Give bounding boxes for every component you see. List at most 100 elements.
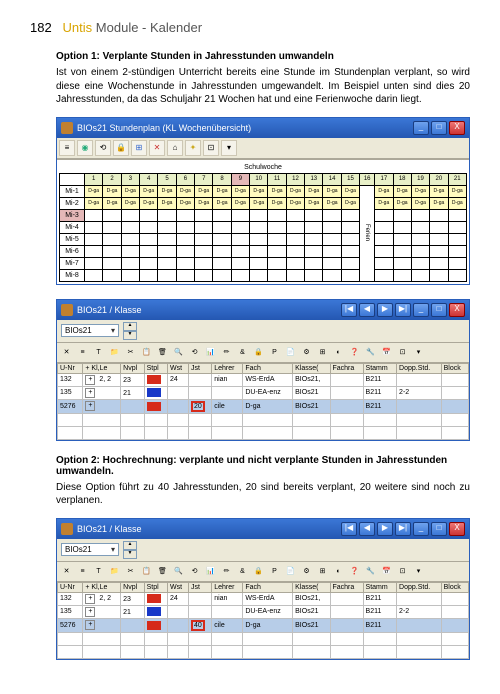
empty-cell: [363, 632, 397, 645]
toolbar-icon[interactable]: ⟲: [95, 140, 111, 156]
column-header: Fachra: [330, 363, 363, 373]
nav-prev-button[interactable]: ◀: [359, 522, 375, 536]
nav-first-button[interactable]: |◀: [341, 303, 357, 317]
toolbar-icon[interactable]: ⚙: [299, 564, 314, 579]
toolbar-icon[interactable]: 🗑: [155, 564, 170, 579]
close-button[interactable]: X: [449, 522, 465, 536]
empty-cell: [140, 221, 158, 233]
toolbar-icon[interactable]: ✕: [59, 564, 74, 579]
column-header: Wst: [168, 363, 189, 373]
toolbar-icon[interactable]: ◐: [331, 564, 346, 579]
toolbar-dropdown[interactable]: ▾: [411, 345, 426, 360]
toolbar-icon[interactable]: 📄: [283, 564, 298, 579]
toolbar-icon[interactable]: 📄: [283, 345, 298, 360]
toolbar-icon[interactable]: 🔒: [251, 345, 266, 360]
cell-lehrer: [212, 386, 243, 399]
close-button[interactable]: X: [449, 121, 465, 135]
spinner[interactable]: ▲▼: [123, 541, 137, 559]
nav-next-button[interactable]: ▶: [377, 522, 393, 536]
toolbar-icon[interactable]: 📅: [379, 564, 394, 579]
toolbar-icon[interactable]: ✦: [185, 140, 201, 156]
maximize-button[interactable]: □: [431, 121, 447, 135]
expand-icon[interactable]: +: [85, 401, 95, 411]
minimize-button[interactable]: _: [413, 303, 429, 317]
toolbar-icon[interactable]: 📁: [107, 564, 122, 579]
toolbar-icon[interactable]: ≡: [59, 140, 75, 156]
toolbar-icon[interactable]: ⊡: [395, 345, 410, 360]
empty-cell: [341, 257, 359, 269]
expand-icon[interactable]: +: [85, 375, 95, 385]
toolbar-icon[interactable]: ⟲: [187, 564, 202, 579]
toolbar-icon[interactable]: ⊞: [131, 140, 147, 156]
expand-icon[interactable]: +: [85, 620, 95, 630]
toolbar-icon[interactable]: 🔧: [363, 564, 378, 579]
nav-next-button[interactable]: ▶: [377, 303, 393, 317]
toolbar-icon[interactable]: ⌂: [167, 140, 183, 156]
toolbar-icon[interactable]: 📊: [203, 345, 218, 360]
toolbar-icon[interactable]: ✂: [123, 345, 138, 360]
toolbar-icon[interactable]: 📁: [107, 345, 122, 360]
empty-cell: [212, 426, 243, 439]
close-button[interactable]: X: [449, 303, 465, 317]
nav-last-button[interactable]: ▶|: [395, 303, 411, 317]
nav-last-button[interactable]: ▶|: [395, 522, 411, 536]
toolbar-icon[interactable]: ✏: [219, 564, 234, 579]
toolbar-icon[interactable]: ◐: [331, 345, 346, 360]
toolbar-icon[interactable]: P: [267, 564, 282, 579]
toolbar-icon[interactable]: ⊡: [203, 140, 219, 156]
toolbar-icon[interactable]: T: [91, 345, 106, 360]
expand-icon[interactable]: +: [85, 594, 95, 604]
empty-cell: [176, 257, 194, 269]
toolbar-icon[interactable]: 🔒: [251, 564, 266, 579]
toolbar-icon[interactable]: ≡: [75, 564, 90, 579]
nav-first-button[interactable]: |◀: [341, 522, 357, 536]
toolbar-icon[interactable]: ⚙: [299, 345, 314, 360]
toolbar-icon[interactable]: T: [91, 564, 106, 579]
empty-cell: [243, 632, 293, 645]
expand-icon[interactable]: +: [85, 388, 95, 398]
toolbar-icon[interactable]: ⊡: [395, 564, 410, 579]
spinner[interactable]: ▲▼: [123, 322, 137, 340]
empty-cell: [144, 645, 167, 658]
maximize-button[interactable]: □: [431, 522, 447, 536]
toolbar-icon[interactable]: ❓: [347, 345, 362, 360]
column-header: Fachra: [330, 582, 363, 592]
toolbar-icon[interactable]: 📋: [139, 345, 154, 360]
toolbar-icon[interactable]: ✏: [219, 345, 234, 360]
minimize-button[interactable]: _: [413, 522, 429, 536]
class-dropdown[interactable]: BIOs21▾: [61, 543, 119, 556]
toolbar-icon[interactable]: ✂: [123, 564, 138, 579]
toolbar-icon[interactable]: 📅: [379, 345, 394, 360]
toolbar-icon[interactable]: 🔍: [171, 564, 186, 579]
toolbar-icon[interactable]: &: [235, 564, 250, 579]
toolbar-icon[interactable]: ≡: [75, 345, 90, 360]
expand-icon[interactable]: +: [85, 607, 95, 617]
toolbar-icon[interactable]: 🗑: [155, 345, 170, 360]
empty-cell: [121, 413, 144, 426]
empty-cell: [250, 245, 268, 257]
toolbar-icon[interactable]: ❓: [347, 564, 362, 579]
column-header: Lehrer: [212, 582, 243, 592]
toolbar-icon[interactable]: ◉: [77, 140, 93, 156]
toolbar-icon[interactable]: 📊: [203, 564, 218, 579]
toolbar-icon[interactable]: &: [235, 345, 250, 360]
swatch-icon: [147, 402, 161, 411]
toolbar-icon[interactable]: ⊞: [315, 564, 330, 579]
toolbar-icon[interactable]: ✕: [149, 140, 165, 156]
toolbar-icon[interactable]: ⊞: [315, 345, 330, 360]
toolbar-dropdown[interactable]: ▾: [221, 140, 237, 156]
maximize-button[interactable]: □: [431, 303, 447, 317]
toolbar-icon[interactable]: ✕: [59, 345, 74, 360]
toolbar-dropdown[interactable]: ▾: [411, 564, 426, 579]
toolbar-icon[interactable]: 📋: [139, 564, 154, 579]
toolbar-icon[interactable]: 🔧: [363, 345, 378, 360]
empty-cell: [430, 257, 448, 269]
toolbar-icon[interactable]: 🔒: [113, 140, 129, 156]
toolbar-icon[interactable]: P: [267, 345, 282, 360]
class-dropdown[interactable]: BIOs21▾: [61, 324, 119, 337]
toolbar-icon[interactable]: ⟲: [187, 345, 202, 360]
toolbar-icon[interactable]: 🔍: [171, 345, 186, 360]
minimize-button[interactable]: _: [413, 121, 429, 135]
nav-prev-button[interactable]: ◀: [359, 303, 375, 317]
empty-cell: [140, 245, 158, 257]
